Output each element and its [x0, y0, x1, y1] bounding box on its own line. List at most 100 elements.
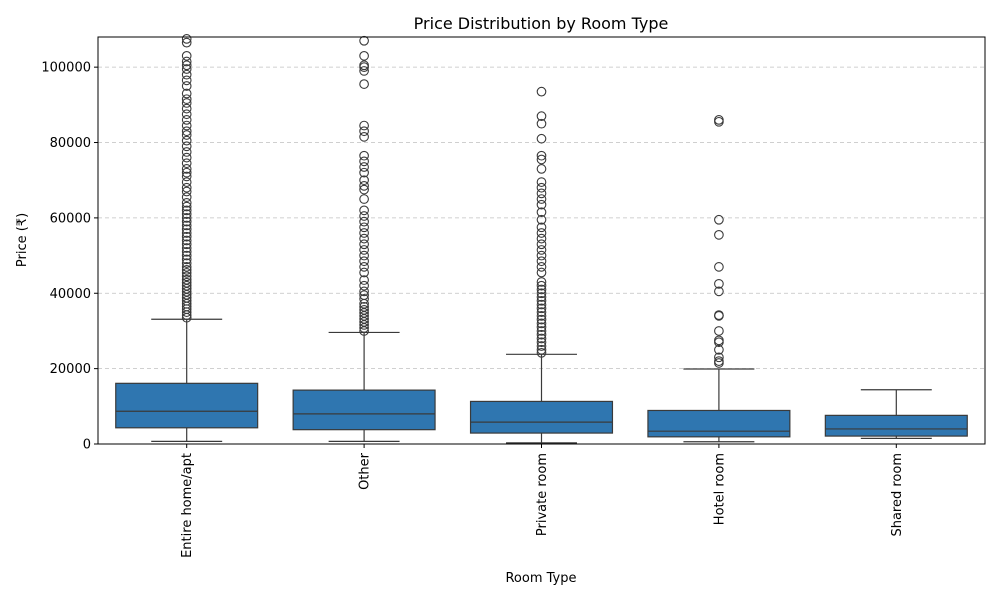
outlier-point-29 [181, 216, 192, 227]
outlier-point-13 [181, 274, 192, 285]
outlier-point-12 [714, 229, 724, 240]
outlier-point-25 [359, 211, 369, 221]
outlier-point-19 [359, 245, 369, 255]
outlier-point-50 [181, 115, 192, 125]
outlier-point-54 [181, 94, 192, 105]
outlier-point-7 [359, 304, 369, 315]
outlier-point-14 [181, 271, 192, 282]
outlier-point-23 [536, 250, 547, 261]
outlier-point-23 [181, 239, 192, 250]
outlier-point-53 [181, 98, 192, 108]
outlier-point-1 [714, 356, 724, 366]
outlier-point-18 [181, 258, 192, 268]
outlier-point-14 [536, 295, 547, 306]
outlier-point-63 [181, 37, 192, 48]
box-group-3 [647, 115, 791, 443]
outlier-point-43 [181, 152, 192, 163]
outlier-point-20 [181, 250, 192, 261]
outlier-point-35 [536, 177, 547, 187]
outlier-point-28 [536, 222, 547, 233]
x-axis-ticks: Entire home/apt Other Private room Hotel ro… [180, 444, 905, 558]
outlier-point-38 [181, 177, 192, 187]
outlier-point-42 [536, 86, 547, 97]
outlier-point-18 [359, 250, 369, 261]
outlier-point-36 [181, 186, 192, 197]
outlier-point-31 [359, 167, 369, 178]
outlier-point-8 [359, 301, 369, 312]
outlier-point-40 [536, 118, 547, 129]
outlier-point-16 [359, 262, 369, 272]
outlier-point-26 [181, 228, 192, 238]
outlier-point-48 [181, 126, 192, 137]
outlier-point-12 [181, 277, 192, 288]
outlier-point-42 [359, 50, 369, 61]
y-axis-ticks: 0 20000 40000 60000 80000 100000 [41, 61, 98, 453]
outlier-point-33 [181, 201, 192, 212]
outlier-point-26 [536, 233, 547, 244]
outlier-point-27 [536, 228, 547, 238]
outlier-point-31 [181, 209, 192, 219]
outlier-point-40 [181, 167, 192, 178]
iqr-box [292, 389, 436, 431]
outlier-point-56 [181, 81, 192, 91]
outlier-point-37 [359, 120, 369, 131]
outlier-point-34 [359, 150, 369, 161]
outlier-point-34 [181, 197, 192, 208]
x-tick-label-2: Private room [535, 453, 550, 536]
outlier-point-32 [359, 162, 369, 172]
outlier-point-15 [359, 267, 369, 278]
outlier-point-21 [181, 246, 192, 257]
outlier-point-27 [359, 194, 369, 204]
outlier-point-11 [359, 290, 369, 300]
outlier-point-10 [359, 294, 369, 304]
outlier-point-33 [359, 156, 369, 167]
outlier-point-2 [714, 352, 724, 363]
outlier-point-43 [359, 35, 369, 46]
y-tick-label-0: 0 [83, 438, 91, 453]
outlier-point-5 [714, 335, 724, 346]
outlier-point-64 [181, 34, 192, 44]
outlier-point-37 [181, 182, 192, 193]
outlier-point-41 [536, 111, 547, 121]
outlier-point-34 [536, 182, 547, 193]
outlier-point-26 [359, 205, 369, 216]
x-tick-label-3: Hotel room [712, 453, 727, 525]
outlier-point-13 [536, 299, 547, 310]
outlier-point-41 [359, 60, 369, 71]
iqr-box [469, 400, 614, 434]
y-tick-label-3: 60000 [50, 211, 91, 226]
outlier-point-22 [359, 228, 369, 238]
y-tick-label-2: 40000 [50, 287, 91, 302]
x-tick-label-4: Shared room [890, 453, 905, 537]
outlier-point-20 [536, 267, 547, 278]
iqr-box [824, 414, 968, 437]
outlier-point-42 [181, 158, 192, 169]
outlier-point-6 [536, 326, 547, 336]
outlier-point-47 [181, 130, 192, 140]
outlier-point-3 [536, 337, 547, 348]
outlier-point-16 [181, 265, 192, 275]
outlier-point-15 [536, 292, 547, 302]
x-axis-label: Room Type [505, 571, 576, 586]
outlier-point-9 [536, 314, 547, 325]
x-tick-label-0: Entire home/apt [180, 453, 195, 558]
outlier-point-22 [181, 243, 192, 253]
iqr-box [115, 382, 259, 429]
outlier-point-25 [536, 239, 547, 250]
outlier-point-13 [714, 214, 724, 225]
boxes [115, 34, 968, 444]
outlier-point-21 [359, 233, 369, 244]
outlier-point-3 [714, 344, 724, 355]
x-tick-label-1: Other [358, 452, 373, 490]
outlier-point-7 [536, 322, 547, 333]
outlier-point-11 [181, 280, 192, 291]
outlier-point-62 [181, 50, 192, 61]
outlier-point-52 [181, 103, 192, 114]
outlier-point-59 [181, 64, 192, 74]
outlier-point-29 [536, 214, 547, 225]
outlier-point-38 [536, 150, 547, 161]
outlier-point-9 [714, 286, 724, 297]
outlier-point-8 [714, 310, 724, 320]
outlier-point-30 [181, 213, 192, 223]
